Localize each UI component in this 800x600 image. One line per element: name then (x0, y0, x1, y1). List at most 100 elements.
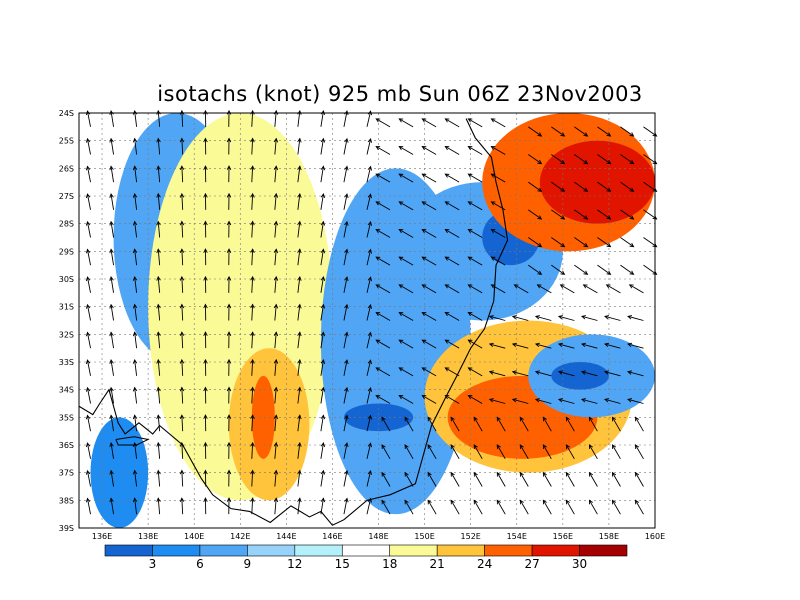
wind-arrow (134, 415, 138, 432)
wind-arrow (274, 138, 277, 155)
wind-arrow (181, 193, 184, 210)
wind-arrow (366, 249, 372, 266)
wind-arrow-head (421, 312, 427, 317)
wind-arrow (274, 359, 277, 376)
wind-arrow (157, 332, 161, 349)
colorbar-label: 30 (572, 557, 587, 571)
island-coast (115, 436, 150, 446)
wind-arrow-head (427, 471, 432, 477)
wind-arrow (565, 500, 575, 515)
wind-arrow-head (156, 248, 161, 254)
wind-arrow-head (467, 339, 473, 344)
wind-arrow-head (583, 242, 589, 248)
wind-arrow-head (367, 276, 373, 282)
wind-arrow-head (444, 256, 450, 261)
wind-arrow (627, 398, 644, 404)
wind-arrow-head (467, 312, 473, 317)
wind-arrow (491, 201, 506, 211)
wind-arrow (468, 256, 483, 266)
wind-arrow (181, 470, 184, 487)
wind-arrow (491, 229, 506, 238)
wind-arrow-head (132, 165, 138, 171)
longitude-label: 148E (368, 532, 388, 541)
wind-arrow-head (375, 201, 381, 206)
wind-arrow (589, 444, 598, 460)
wind-arrow-head (297, 469, 302, 475)
wind-arrow-head (156, 165, 161, 171)
wind-arrow (366, 470, 372, 487)
wind-arrow-head (367, 331, 373, 337)
colorbar-label: 12 (287, 557, 302, 571)
wind-arrow (251, 193, 254, 210)
wind-arrow (366, 360, 372, 376)
wind-arrow (422, 256, 437, 266)
wind-arrow (620, 126, 634, 137)
wind-arrow-head (537, 132, 543, 137)
wind-arrow-head (444, 284, 450, 289)
wind-arrow (581, 315, 598, 321)
wind-arrow (157, 193, 161, 210)
wind-arrow-head (85, 414, 91, 420)
wind-arrow (87, 415, 91, 432)
wind-arrow-head (398, 312, 404, 317)
wind-arrow (398, 256, 414, 266)
wind-arrow-head (421, 201, 427, 206)
wind-arrow-head (604, 315, 609, 320)
wind-arrow-head (580, 315, 586, 320)
wind-arrow (320, 498, 324, 515)
wind-arrow-head (627, 370, 633, 375)
wind-arrow (375, 367, 391, 377)
wind-arrow (134, 276, 138, 293)
wind-arrow-head (203, 165, 208, 170)
wind-arrow-head (344, 359, 349, 365)
wind-arrow-head (519, 499, 524, 505)
wind-arrow-head (203, 386, 208, 392)
wind-arrow (398, 312, 414, 321)
wind-arrow (157, 221, 161, 238)
wind-arrow (110, 470, 115, 487)
wind-arrow (581, 398, 598, 404)
longitude-label: 142E (230, 532, 250, 541)
colorbar-swatch (247, 544, 296, 557)
wind-arrow-head (444, 118, 450, 123)
wind-arrow-head (179, 303, 185, 309)
wind-arrow-head (427, 499, 432, 505)
wind-arrow (535, 371, 552, 377)
wind-arrow (558, 343, 575, 349)
wind-arrow-head (519, 471, 524, 477)
wind-arrow (157, 276, 161, 293)
wind-arrow-head (375, 173, 381, 178)
wind-arrow (320, 249, 324, 266)
wind-arrow-head (273, 414, 279, 420)
wind-arrow (491, 173, 506, 183)
wind-arrow (635, 500, 644, 515)
wind-arrow-head (427, 444, 432, 449)
wind-arrow-head (203, 469, 208, 475)
wind-arrow-head (511, 342, 517, 348)
wind-arrow-head (156, 220, 161, 226)
wind-arrow-head (250, 275, 255, 281)
wind-arrow-head (381, 471, 386, 477)
latitude-label: 35S (59, 413, 74, 422)
wind-arrow (583, 284, 598, 294)
wind-arrow-head (156, 331, 161, 337)
wind-arrow-head (109, 442, 114, 447)
wind-arrow-head (367, 220, 373, 226)
wind-arrow (343, 166, 348, 183)
wind-arrow (551, 209, 565, 220)
wind-arrow-head (450, 471, 455, 477)
wind-arrow (542, 417, 552, 432)
wind-arrow-head (344, 414, 349, 420)
wind-arrow (404, 500, 414, 515)
latitude-label: 27S (59, 192, 74, 201)
wind-arrow (398, 173, 414, 183)
wind-arrow-head (320, 386, 326, 392)
wind-arrow (381, 500, 391, 515)
wind-arrow-head (490, 146, 496, 151)
wind-arrow (468, 118, 483, 128)
wind-arrow (604, 398, 621, 404)
wind-arrow-head (273, 275, 279, 281)
wind-arrow-head (320, 220, 326, 226)
wind-arrow-head (344, 137, 349, 143)
colorbar-label: 18 (382, 557, 397, 571)
